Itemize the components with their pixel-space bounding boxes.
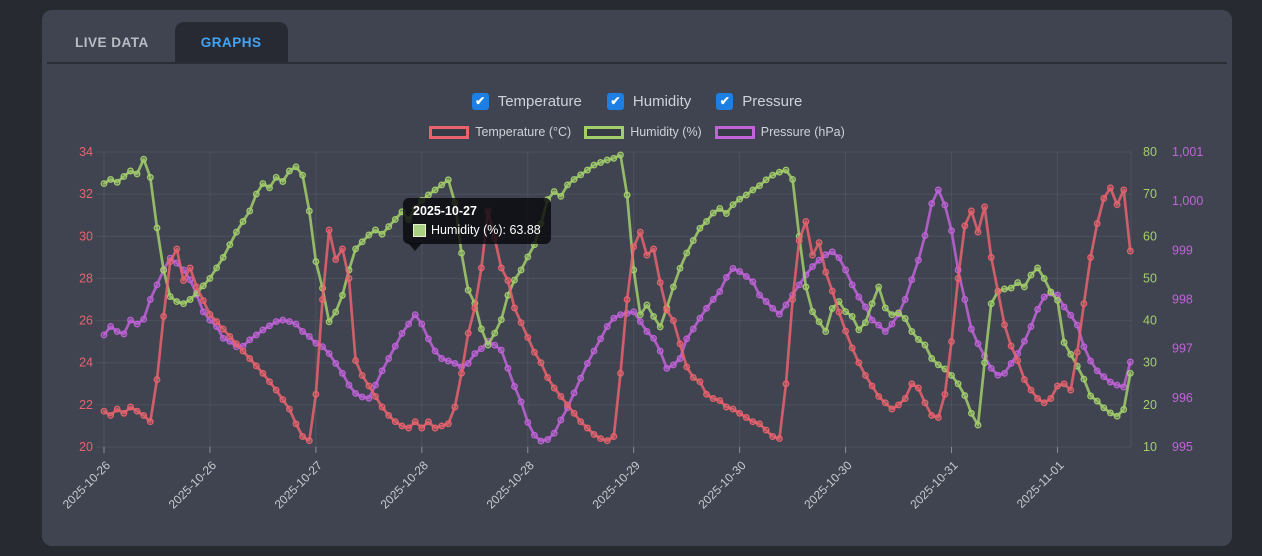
checkbox-pressure-icon[interactable]: ✔ bbox=[716, 93, 734, 110]
tooltip-text: Humidity (%): 63.88 bbox=[431, 223, 541, 237]
toggle-humidity[interactable]: ✔ Humidity bbox=[606, 93, 692, 110]
toggle-temperature-label: Temperature bbox=[497, 93, 582, 110]
toggle-temperature[interactable]: ✔ Temperature bbox=[471, 93, 582, 110]
tab-bar: LIVE DATA GRAPHS bbox=[42, 10, 1232, 62]
legend-swatch-humidity bbox=[584, 125, 625, 139]
chart-legend: Temperature (°C) Humidity (%) Pressure (… bbox=[42, 125, 1232, 139]
toggle-humidity-label: Humidity bbox=[632, 93, 692, 110]
panel-card: LIVE DATA GRAPHS ✔ Temperature ✔ Humidit… bbox=[42, 10, 1232, 546]
chart-tooltip: 2025-10-27 Humidity (%): 63.88 bbox=[403, 198, 551, 251]
tab-live-data[interactable]: LIVE DATA bbox=[75, 34, 149, 50]
tab-graphs[interactable]: GRAPHS bbox=[174, 22, 288, 62]
toggle-pressure-label: Pressure bbox=[742, 93, 803, 110]
toggle-pressure[interactable]: ✔ Pressure bbox=[716, 93, 802, 110]
checkbox-humidity-icon[interactable]: ✔ bbox=[606, 93, 624, 110]
legend-label-humidity: Humidity (%) bbox=[630, 125, 702, 139]
tab-divider bbox=[47, 62, 1227, 64]
legend-label-pressure: Pressure (hPa) bbox=[760, 125, 845, 139]
series-toggles: ✔ Temperature ✔ Humidity ✔ Pressure bbox=[42, 93, 1232, 110]
tooltip-title: 2025-10-27 bbox=[413, 204, 477, 218]
legend-swatch-temperature bbox=[429, 125, 470, 139]
legend-item-humidity[interactable]: Humidity (%) bbox=[584, 125, 702, 139]
legend-label-temperature: Temperature (°C) bbox=[475, 125, 572, 139]
legend-swatch-pressure bbox=[714, 125, 755, 139]
legend-item-pressure[interactable]: Pressure (hPa) bbox=[714, 125, 845, 139]
checkbox-temperature-icon[interactable]: ✔ bbox=[471, 93, 489, 110]
legend-item-temperature[interactable]: Temperature (°C) bbox=[429, 125, 571, 139]
tooltip-swatch bbox=[413, 223, 426, 237]
